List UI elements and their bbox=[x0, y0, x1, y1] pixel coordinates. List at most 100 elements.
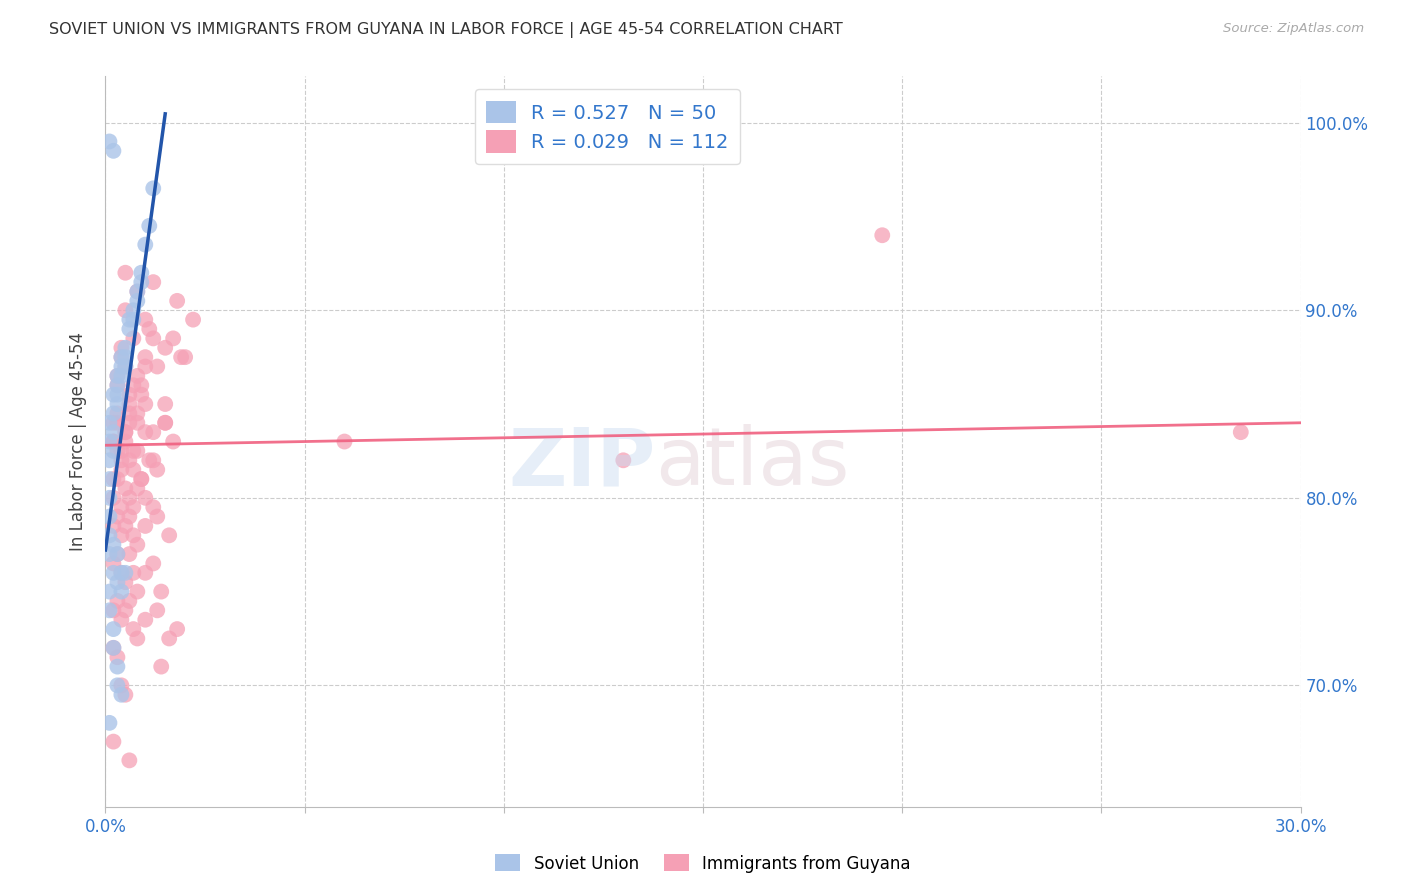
Point bbox=[118, 453, 141, 467]
Point bbox=[110, 613, 132, 627]
Point bbox=[142, 500, 165, 515]
Point bbox=[127, 368, 149, 383]
Point bbox=[134, 350, 156, 364]
Point bbox=[110, 566, 132, 580]
Point bbox=[142, 181, 165, 195]
Point bbox=[129, 472, 153, 486]
Point bbox=[110, 678, 132, 692]
Point bbox=[118, 753, 141, 767]
Point bbox=[98, 603, 121, 617]
Point bbox=[110, 566, 132, 580]
Point bbox=[114, 603, 136, 617]
Point bbox=[129, 266, 153, 280]
Point bbox=[142, 557, 165, 571]
Point bbox=[103, 603, 125, 617]
Point bbox=[110, 688, 132, 702]
Point bbox=[114, 350, 136, 364]
Point bbox=[122, 500, 145, 515]
Point bbox=[153, 416, 177, 430]
Point bbox=[107, 650, 129, 665]
Point bbox=[162, 331, 184, 345]
Point bbox=[98, 416, 121, 430]
Point bbox=[146, 509, 169, 524]
Point bbox=[107, 416, 129, 430]
Point bbox=[134, 397, 156, 411]
Point bbox=[107, 368, 129, 383]
Point bbox=[142, 331, 165, 345]
Point bbox=[110, 359, 132, 374]
Point bbox=[103, 622, 125, 636]
Point bbox=[107, 378, 129, 392]
Point bbox=[118, 387, 141, 401]
Point bbox=[127, 482, 149, 496]
Point bbox=[103, 387, 125, 401]
Point bbox=[170, 350, 193, 364]
Point bbox=[107, 368, 129, 383]
Point bbox=[103, 734, 125, 748]
Point bbox=[98, 528, 121, 542]
Point bbox=[134, 566, 156, 580]
Point bbox=[98, 547, 121, 561]
Point bbox=[114, 425, 136, 439]
Point bbox=[174, 350, 197, 364]
Point bbox=[110, 584, 132, 599]
Point bbox=[98, 584, 121, 599]
Point bbox=[114, 519, 136, 533]
Point bbox=[110, 350, 132, 364]
Point bbox=[127, 632, 149, 646]
Point bbox=[142, 453, 165, 467]
Point bbox=[103, 472, 125, 486]
Point bbox=[107, 397, 129, 411]
Point bbox=[166, 622, 188, 636]
Point bbox=[127, 293, 149, 308]
Point bbox=[110, 528, 132, 542]
Point bbox=[103, 425, 125, 439]
Point bbox=[110, 350, 132, 364]
Point bbox=[114, 575, 136, 590]
Point bbox=[134, 519, 156, 533]
Point bbox=[333, 434, 356, 449]
Point bbox=[142, 425, 165, 439]
Point bbox=[127, 416, 149, 430]
Point bbox=[146, 359, 169, 374]
Point bbox=[122, 463, 145, 477]
Point bbox=[103, 557, 125, 571]
Point bbox=[129, 378, 153, 392]
Point bbox=[114, 434, 136, 449]
Point bbox=[98, 135, 121, 149]
Point bbox=[129, 472, 153, 486]
Point bbox=[98, 434, 121, 449]
Point bbox=[103, 519, 125, 533]
Point bbox=[122, 378, 145, 392]
Point bbox=[157, 528, 180, 542]
Point bbox=[162, 434, 184, 449]
Point bbox=[122, 303, 145, 318]
Point bbox=[150, 659, 173, 673]
Point bbox=[107, 444, 129, 458]
Point bbox=[114, 303, 136, 318]
Point bbox=[127, 285, 149, 299]
Y-axis label: In Labor Force | Age 45-54: In Labor Force | Age 45-54 bbox=[69, 332, 87, 551]
Point bbox=[98, 491, 121, 505]
Point bbox=[138, 453, 160, 467]
Text: SOVIET UNION VS IMMIGRANTS FROM GUYANA IN LABOR FORCE | AGE 45-54 CORRELATION CH: SOVIET UNION VS IMMIGRANTS FROM GUYANA I… bbox=[49, 22, 844, 38]
Point bbox=[103, 434, 125, 449]
Point bbox=[122, 312, 145, 326]
Point bbox=[127, 285, 149, 299]
Point bbox=[103, 406, 125, 420]
Text: atlas: atlas bbox=[655, 425, 849, 502]
Point bbox=[118, 322, 141, 336]
Point bbox=[122, 566, 145, 580]
Point bbox=[103, 491, 125, 505]
Point bbox=[107, 659, 129, 673]
Point bbox=[110, 341, 132, 355]
Point bbox=[138, 219, 160, 233]
Point bbox=[129, 275, 153, 289]
Point bbox=[114, 482, 136, 496]
Point bbox=[118, 312, 141, 326]
Point bbox=[134, 425, 156, 439]
Point bbox=[134, 312, 156, 326]
Point bbox=[872, 228, 894, 243]
Point bbox=[103, 444, 125, 458]
Point bbox=[107, 406, 129, 420]
